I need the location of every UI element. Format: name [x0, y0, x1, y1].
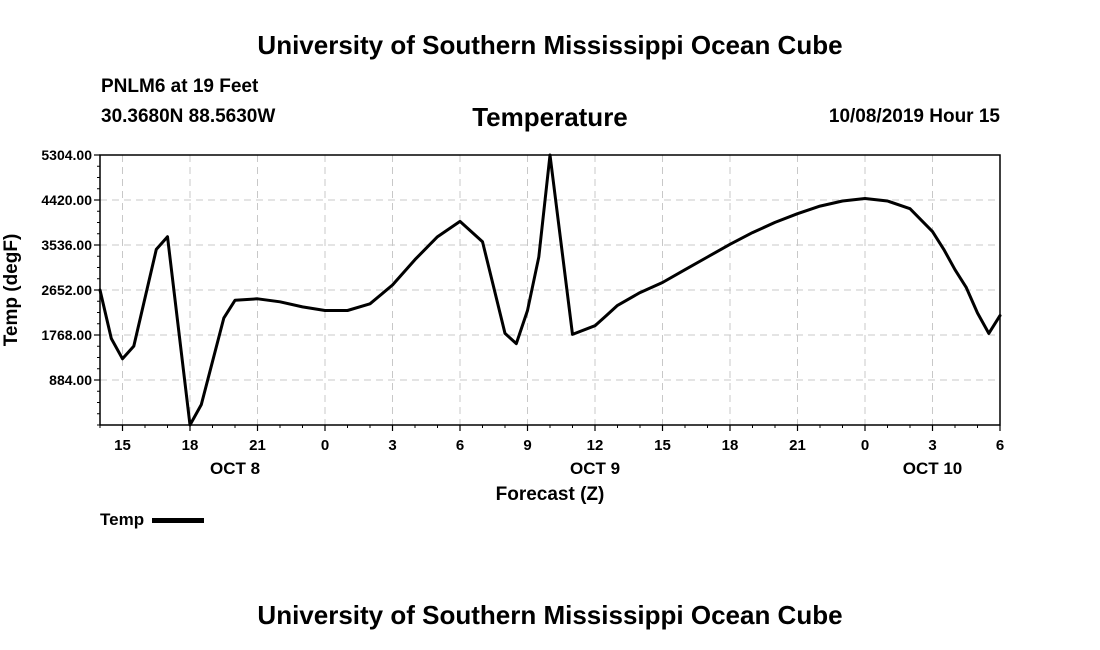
series-layer: [98, 153, 1002, 427]
y-tick-label: 2652.00: [41, 282, 92, 298]
grid-lines: [100, 154, 1001, 425]
y-tick-label: 5304.00: [41, 147, 92, 163]
footer-title: University of Southern Mississippi Ocean…: [257, 600, 843, 630]
forecast-datetime: 10/08/2019 Hour 15: [828, 106, 1000, 127]
station-coords: 30.3680N 88.5630W: [101, 106, 276, 127]
x-tick-label: 3: [388, 437, 396, 454]
x-tick-label: 18: [182, 437, 199, 454]
x-tick-label: 21: [249, 437, 266, 454]
y-tick-label: 4420.00: [41, 192, 92, 208]
y-axis-label: Temp (degF): [1, 234, 22, 347]
legend: Temp: [100, 510, 205, 530]
x-tick-label: 15: [654, 437, 671, 454]
date-label: OCT 10: [903, 459, 963, 478]
legend-label-temp: Temp: [100, 510, 145, 529]
x-tick-label: 3: [928, 437, 936, 454]
y-tick-label: 1768.00: [41, 327, 92, 343]
x-tick-label: 6: [996, 437, 1004, 454]
chart-title: Temperature: [472, 102, 628, 132]
axis-ticks: 884.00 1768.00 2652.00 3536.00 4420.00 5304.0…: [41, 147, 1004, 478]
series-line-temp: [98, 153, 1002, 427]
x-tick-label: 18: [722, 437, 739, 454]
y-tick-label: 3536.00: [41, 237, 92, 253]
x-tick-label: 0: [861, 437, 869, 454]
date-label: OCT 8: [210, 459, 260, 478]
page-title: University of Southern Mississippi Ocean…: [257, 30, 843, 60]
x-tick-label: 12: [587, 437, 604, 454]
date-label: OCT 9: [570, 459, 620, 478]
x-tick-label: 15: [114, 437, 131, 454]
x-tick-label: 21: [789, 437, 806, 454]
x-tick-label: 9: [523, 437, 531, 454]
x-tick-label: 6: [456, 437, 464, 454]
x-axis-label: Forecast (Z): [496, 484, 605, 505]
x-tick-label: 0: [321, 437, 329, 454]
y-tick-label: 884.00: [49, 372, 92, 388]
legend-swatch-temp: [152, 517, 205, 523]
station-label: PNLM6 at 19 Feet: [101, 76, 259, 97]
